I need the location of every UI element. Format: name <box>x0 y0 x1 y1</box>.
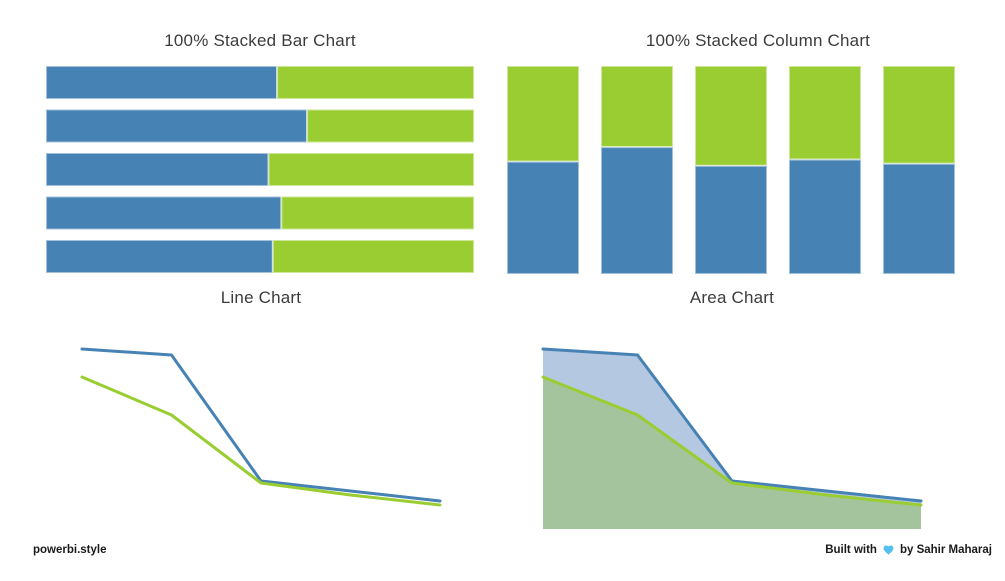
credit-suffix: by Sahir Maharaj <box>899 544 992 556</box>
credit-text: Built with by Sahir Maharaj <box>825 544 992 556</box>
stacked-column-chart-plot <box>506 65 956 275</box>
line-chart-title: Line Chart <box>220 288 302 307</box>
credit-prefix: Built with <box>825 544 877 556</box>
stacked-bar-chart-plot <box>45 65 475 274</box>
line-chart-plot <box>80 345 442 515</box>
heart-icon <box>883 545 894 555</box>
stacked-column-chart-title: 100% Stacked Column Chart <box>645 31 871 50</box>
stacked-bar-chart-title: 100% Stacked Bar Chart <box>164 31 356 50</box>
brand-link[interactable]: powerbi.style <box>33 544 107 556</box>
area-chart-title: Area Chart <box>689 288 775 307</box>
area-chart-plot <box>541 345 923 529</box>
